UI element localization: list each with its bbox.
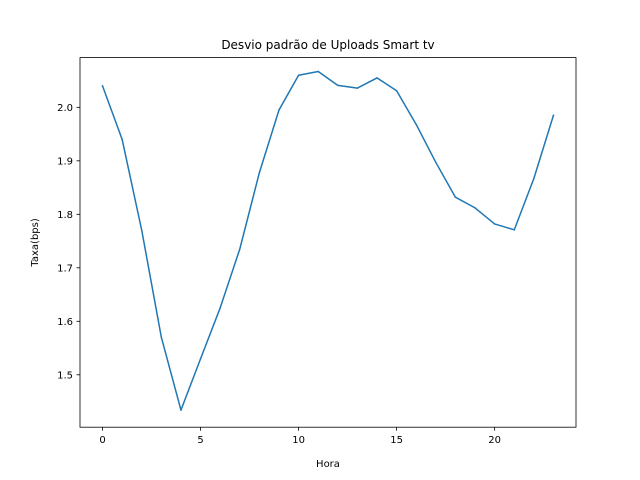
y-tick-label: 1.5: [57, 370, 73, 381]
x-tick-label: 20: [488, 435, 501, 446]
data-point-3: [160, 336, 163, 339]
data-point-10: [297, 74, 300, 76]
y-tick-label: 1.9: [57, 156, 73, 167]
y-axis-ticks: 1.5 1.6 1.7 1.8 1.9 2.0: [57, 103, 80, 381]
data-point-12: [337, 84, 339, 87]
data-point-4: [180, 409, 182, 411]
plot-frame: [79, 57, 577, 428]
data-point-23: [552, 114, 555, 117]
data-point-20: [493, 223, 496, 225]
x-tick-label: 15: [390, 435, 403, 446]
series-line: [101, 70, 555, 411]
x-tick-label: 5: [197, 435, 203, 446]
data-point-18: [454, 196, 457, 198]
data-point-1: [121, 138, 123, 141]
data-point-13: [356, 87, 359, 89]
data-point-15: [395, 90, 398, 92]
data-point-17: [435, 161, 437, 164]
y-tick-label: 1.7: [57, 263, 73, 274]
x-tick-label: 10: [292, 435, 305, 446]
x-axis-label: Hora: [316, 459, 340, 470]
y-tick-label: 2.0: [57, 103, 73, 114]
data-point-7: [239, 248, 241, 250]
chart-title: Desvio padrão de Uploads Smart tv: [221, 38, 434, 52]
y-axis-label: Taxa(bps): [30, 218, 41, 267]
data-point-0: [101, 85, 104, 87]
data-point-21: [513, 229, 515, 231]
y-tick-label: 1.6: [57, 317, 73, 328]
plot-layer: [101, 70, 555, 411]
data-point-8: [258, 171, 261, 174]
x-axis-ticks: 0 5 10 15 20: [99, 427, 501, 446]
data-point-2: [141, 229, 143, 232]
data-point-16: [415, 123, 417, 126]
data-point-11: [317, 70, 319, 73]
data-point-19: [474, 207, 476, 209]
y-tick-label: 1.8: [57, 210, 73, 221]
x-tick-label: 0: [99, 435, 105, 446]
data-point-22: [533, 177, 535, 180]
data-point-14: [376, 77, 378, 79]
data-point-6: [219, 307, 221, 309]
data-point-5: [199, 357, 202, 360]
data-point-9: [278, 109, 280, 111]
